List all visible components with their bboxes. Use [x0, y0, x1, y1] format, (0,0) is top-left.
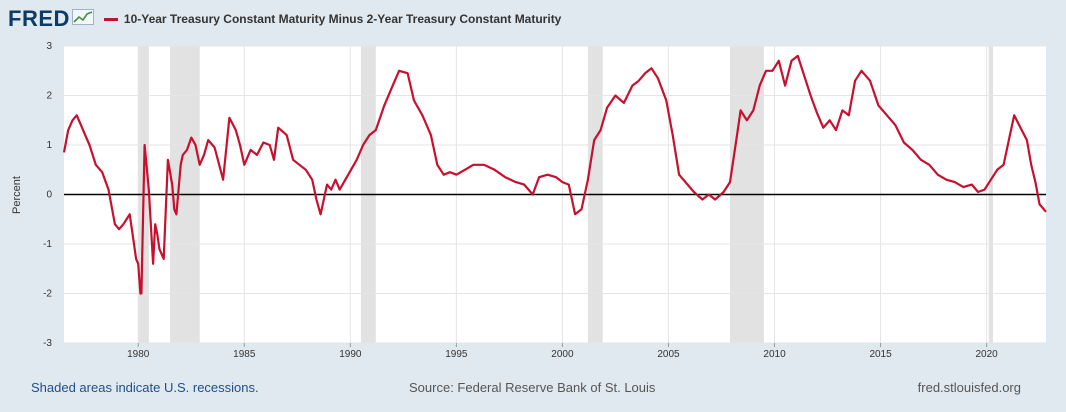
source-text: Source: Federal Reserve Bank of St. Loui…: [409, 380, 656, 395]
x-tick-label: 1985: [233, 349, 256, 360]
chart-header: FRED 10-Year Treasury Constant Maturity …: [8, 6, 561, 32]
site-link[interactable]: fred.stlouisfed.org: [917, 380, 1021, 395]
line-chart-icon: [71, 8, 94, 30]
y-tick-label: -1: [43, 239, 52, 250]
y-axis-title: Percent: [11, 176, 23, 214]
series-title: 10-Year Treasury Constant Maturity Minus…: [123, 12, 562, 26]
legend-swatch: [103, 17, 118, 21]
y-tick-label: 0: [46, 190, 52, 201]
series-legend[interactable]: 10-Year Treasury Constant Maturity Minus…: [103, 12, 562, 26]
x-tick-label: 1990: [339, 349, 362, 360]
y-tick-label: 2: [46, 91, 52, 102]
x-tick-label: 1980: [127, 349, 150, 360]
x-tick-label: 1995: [445, 349, 468, 360]
x-tick-label: 2000: [551, 349, 574, 360]
y-tick-label: 3: [46, 41, 52, 52]
y-tick-label: -2: [43, 289, 52, 300]
x-tick-label: 2015: [869, 349, 892, 360]
x-axis-ticks: 1980 1985 1990 1995 2000 2005 2010 2015 2020: [127, 343, 998, 360]
y-tick-label: -3: [43, 338, 52, 349]
y-tick-label: 1: [46, 140, 52, 151]
line-chart[interactable]: 3 2 1 0 -1 -2 -3 1980 1985 1990 1995 2000 2005 2010 2…: [0, 0, 1066, 375]
fred-logo[interactable]: FRED: [8, 6, 70, 31]
x-tick-label: 2020: [975, 349, 998, 360]
y-axis-ticks: 3 2 1 0 -1 -2 -3: [43, 41, 52, 349]
x-tick-label: 2005: [657, 349, 680, 360]
series-line[interactable]: [62, 54, 1047, 295]
x-tick-label: 2010: [763, 349, 786, 360]
recession-note[interactable]: Shaded areas indicate U.S. recessions.: [31, 380, 259, 395]
